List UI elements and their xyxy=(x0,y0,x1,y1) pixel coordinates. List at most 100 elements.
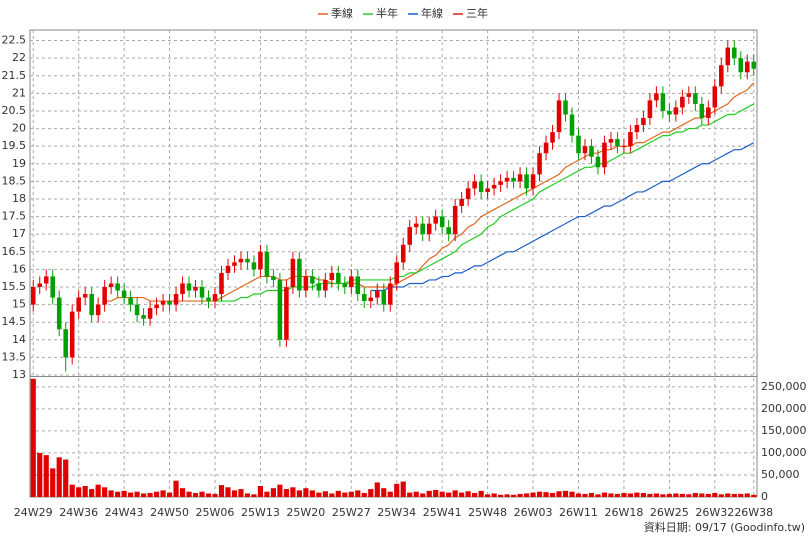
volume-bar xyxy=(478,490,484,497)
volume-bar xyxy=(69,484,75,497)
volume-bar xyxy=(459,492,465,497)
x-tick-label: 25W27 xyxy=(332,506,371,519)
candle-body xyxy=(37,283,43,287)
candle-body xyxy=(524,174,529,189)
candle-body xyxy=(238,258,244,263)
candle-body xyxy=(245,258,250,263)
volume-bar xyxy=(634,492,640,497)
volume-bar xyxy=(108,490,114,497)
candle-body xyxy=(498,181,503,185)
candle-body xyxy=(563,100,568,115)
volume-bar xyxy=(192,493,199,497)
candle-body xyxy=(725,47,731,66)
candle-body xyxy=(465,188,471,199)
y2-tick-label: 200,000 xyxy=(761,402,807,415)
volume-bar xyxy=(465,491,471,497)
volume-bar xyxy=(588,493,595,497)
candle-body xyxy=(634,125,640,133)
volume-bar xyxy=(335,490,341,497)
volume-bar xyxy=(329,493,335,497)
candle-body xyxy=(63,329,68,358)
volume-bar xyxy=(575,493,582,497)
candle-body xyxy=(530,174,536,189)
candle-body xyxy=(76,297,81,312)
volume-bar xyxy=(56,457,62,497)
candle-body xyxy=(180,283,185,295)
volume-bar xyxy=(504,494,510,497)
y2-tick-label: 100,000 xyxy=(761,446,807,459)
volume-bar xyxy=(257,485,264,497)
volume-bar xyxy=(212,493,218,497)
volume-bar xyxy=(666,493,672,497)
candle-body xyxy=(329,272,335,280)
candle-body xyxy=(199,286,205,298)
candle-body xyxy=(459,198,464,207)
volume-bar xyxy=(205,493,212,497)
volume-bar xyxy=(413,491,419,497)
volume-bar xyxy=(738,493,744,497)
volume-bar xyxy=(140,493,147,497)
y-tick-label: 18 xyxy=(12,192,26,205)
volume-bar xyxy=(491,493,497,497)
candle-body xyxy=(134,304,140,316)
candle-body xyxy=(141,315,146,319)
candle-body xyxy=(517,174,523,182)
candle-body xyxy=(394,262,400,284)
candle-body xyxy=(212,294,218,302)
y-tick-label: 17 xyxy=(12,227,26,240)
candle-body xyxy=(82,294,88,298)
volume-bar xyxy=(166,492,173,497)
candle-body xyxy=(160,301,166,305)
candle-body xyxy=(472,181,477,189)
volume-bar xyxy=(751,494,757,497)
volume-bar xyxy=(686,494,692,497)
y-tick-label: 17.5 xyxy=(2,210,27,223)
x-tick-label: 26W32 xyxy=(695,506,734,519)
plot-frame xyxy=(29,29,758,498)
candle-body xyxy=(186,283,192,291)
volume-bar xyxy=(244,493,251,497)
candle-body xyxy=(56,297,62,330)
volume-bar xyxy=(270,488,277,497)
volume-bar xyxy=(387,491,393,497)
candle-body xyxy=(673,107,679,115)
volume-bar xyxy=(199,491,205,497)
candle-body xyxy=(173,294,179,305)
legend-label: 年線 xyxy=(421,6,443,20)
volume-bar xyxy=(290,487,296,497)
y2-tick-label: 50,000 xyxy=(761,468,800,481)
volume-bar xyxy=(179,488,186,497)
ma-line xyxy=(370,142,755,292)
volume-bar xyxy=(536,491,543,497)
x-tick-label: 26W25 xyxy=(650,506,689,519)
candle-body xyxy=(621,146,627,148)
volume-bar xyxy=(368,489,374,497)
x-tick-label: 25W48 xyxy=(468,506,507,519)
candle-body xyxy=(108,283,114,287)
candle-body xyxy=(641,118,646,126)
volume-bar xyxy=(264,491,270,497)
candle-body xyxy=(550,132,555,143)
y-tick-label: 22.5 xyxy=(2,34,27,47)
candle-body xyxy=(310,276,315,284)
candle-body xyxy=(43,276,49,284)
x-tick-label: 24W43 xyxy=(105,506,144,519)
candle-body xyxy=(439,216,445,228)
volume-bar xyxy=(692,493,698,497)
candle-body xyxy=(290,258,296,287)
candle-body xyxy=(400,244,406,263)
volume-bar xyxy=(452,490,458,497)
y-tick-label: 14.5 xyxy=(2,315,27,328)
y-tick-label: 20 xyxy=(12,122,26,135)
candle-body xyxy=(102,286,107,305)
volume-bar xyxy=(627,493,634,497)
candle-body xyxy=(615,139,620,147)
candle-body xyxy=(271,276,276,280)
candle-body xyxy=(738,58,744,73)
volume-bar xyxy=(238,489,244,497)
x-tick-label: 25W41 xyxy=(423,506,462,519)
volume-bar xyxy=(556,491,562,497)
candle-body xyxy=(433,216,438,224)
volume-bar xyxy=(472,493,478,497)
volume-bar xyxy=(128,492,134,497)
